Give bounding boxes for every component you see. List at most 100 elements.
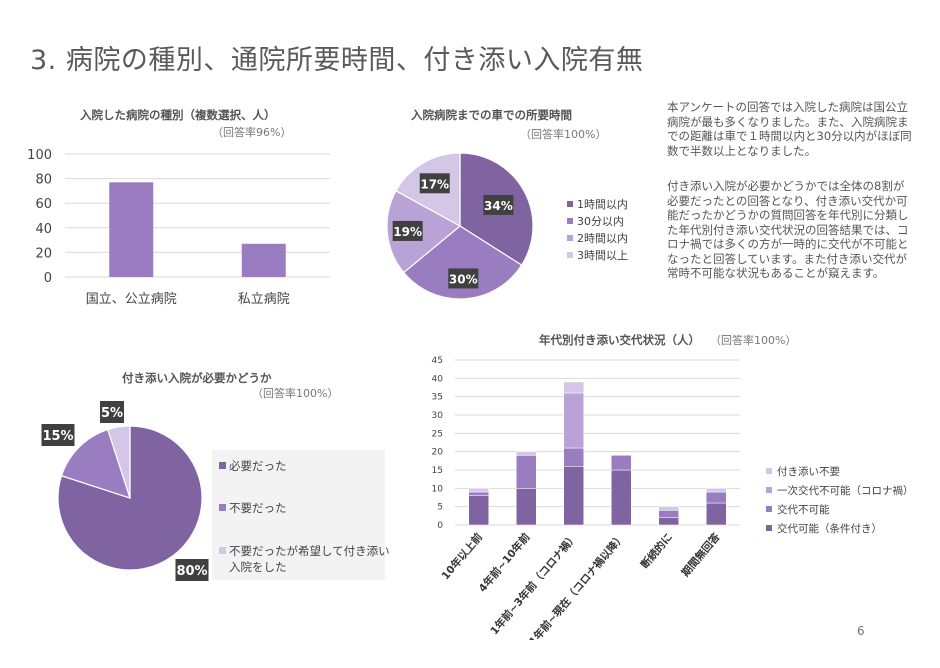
x-category-label: 10年以上前 bbox=[439, 530, 486, 582]
legend-swatch bbox=[766, 487, 772, 493]
legend-label: 不要だった bbox=[229, 501, 287, 515]
y-tick-label: 0 bbox=[44, 271, 52, 286]
x-category-label: 期間無回答 bbox=[679, 530, 723, 579]
x-category-label: 1年前~3年前（コロナ禍） bbox=[488, 531, 581, 638]
stacked-bar-segment bbox=[563, 466, 584, 526]
y-tick-label: 40 bbox=[35, 222, 52, 237]
data-label-box bbox=[392, 220, 423, 241]
bar bbox=[109, 182, 154, 277]
legend-swatch bbox=[766, 525, 772, 531]
data-label-box bbox=[41, 424, 75, 446]
data-label: 5% bbox=[101, 406, 123, 421]
x-category-label: 国立、公立病院 bbox=[86, 292, 177, 307]
legend-swatch bbox=[219, 547, 226, 554]
stacked-bar-segment bbox=[658, 510, 679, 518]
stacked-bar-segment bbox=[706, 502, 727, 526]
data-label-box bbox=[100, 401, 124, 423]
data-label: 30% bbox=[449, 272, 478, 286]
stacked-bar-segment bbox=[658, 506, 679, 511]
stacked-bar-segment bbox=[563, 392, 584, 449]
legend-label: 一次交代不可能（コロナ禍） bbox=[777, 484, 914, 497]
legend-label: 入院をした bbox=[229, 560, 287, 574]
data-label: 17% bbox=[420, 177, 449, 191]
legend-label: 不要だったが希望して付き添い bbox=[229, 544, 390, 558]
y-tick-label: 100 bbox=[27, 148, 52, 163]
y-tick-label: 60 bbox=[35, 197, 52, 212]
y-tick-label: 35 bbox=[432, 393, 443, 403]
y-tick-label: 0 bbox=[437, 521, 443, 531]
legend-label: 交代不可能 bbox=[777, 503, 830, 516]
y-tick-label: 25 bbox=[432, 429, 443, 439]
stacked-bar-segment bbox=[516, 488, 537, 526]
stacked-bar-segment bbox=[611, 469, 632, 526]
y-tick-label: 40 bbox=[432, 374, 444, 384]
stacked-bar-segment bbox=[468, 491, 489, 496]
stacked-bar-segment bbox=[706, 491, 727, 504]
chart2-subtitle: （回答率100%） bbox=[520, 128, 607, 141]
x-category-label: 1年前~現在（コロナ禍以降） bbox=[526, 531, 627, 640]
pie-slice bbox=[57, 425, 203, 571]
legend-label: 30分以内 bbox=[577, 214, 624, 228]
stacked-bar-segment bbox=[706, 488, 727, 493]
pie-slice bbox=[106, 425, 131, 499]
stacked-bar-segment bbox=[563, 447, 584, 467]
description-paragraph-2: 付き添い入院が必要かどうかでは全体の8割が必要だったとの回答となり、付き添い交代… bbox=[667, 179, 909, 280]
stacked-bar-segment bbox=[468, 488, 489, 493]
legend-swatch bbox=[567, 218, 573, 224]
legend-label: 1時間以内 bbox=[577, 197, 628, 211]
y-tick-label: 30 bbox=[432, 411, 444, 421]
stacked-bar-segment bbox=[563, 381, 584, 394]
data-label: 34% bbox=[484, 199, 513, 213]
legend-label: 交代可能（条件付き） bbox=[777, 522, 882, 535]
legend-swatch bbox=[766, 468, 772, 474]
bar bbox=[241, 243, 286, 277]
legend-swatch bbox=[219, 504, 226, 511]
y-tick-label: 45 bbox=[432, 356, 443, 366]
pie-slice bbox=[386, 190, 462, 274]
page-number: 6 bbox=[857, 624, 865, 638]
data-label-box bbox=[175, 559, 209, 581]
legend-swatch bbox=[219, 462, 226, 469]
y-tick-label: 80 bbox=[35, 173, 52, 188]
x-category-label: 4年前~10年前 bbox=[476, 530, 533, 594]
chart4-title: 年代別付き添い交代状況（人） bbox=[539, 333, 700, 347]
data-label-box bbox=[419, 173, 450, 194]
stacked-bar-segment bbox=[516, 455, 537, 489]
y-tick-label: 15 bbox=[432, 466, 443, 476]
chart3-title: 付き添い入院が必要かどうか bbox=[122, 371, 272, 385]
data-label: 15% bbox=[42, 429, 73, 444]
y-tick-label: 5 bbox=[437, 503, 443, 513]
travel-time-pie-chart: 34% 30% 19% 17% 1時間以内 30分以内 2時間以内 3時間以上 bbox=[386, 152, 628, 300]
legend-swatch bbox=[567, 235, 573, 241]
data-label: 19% bbox=[393, 225, 422, 239]
y-tick-label: 10 bbox=[432, 484, 444, 494]
x-category-label: 私立病院 bbox=[238, 292, 290, 307]
hospital-type-bar-chart: 0 20 40 60 80 100 国立、公立病院 私立病院 bbox=[27, 148, 330, 307]
shift-status-stacked-bar-chart: 0 5 10 15 20 25 30 35 40 45 10年以上前4年前~10年前1年前~3年前（… bbox=[432, 356, 914, 640]
data-label-box bbox=[448, 268, 479, 289]
pie-slice bbox=[402, 225, 523, 300]
legend-swatch bbox=[567, 201, 573, 207]
x-category-label: 断続的に bbox=[638, 531, 675, 572]
legend-label: 2時間以内 bbox=[577, 231, 628, 245]
page-title: 3. 病院の種別、通院所要時間、付き添い入院有無 bbox=[30, 45, 644, 76]
chart1-title: 入院した病院の種別（複数選択、人） bbox=[80, 108, 276, 122]
legend-label: 3時間以上 bbox=[577, 249, 628, 262]
data-label: 80% bbox=[176, 564, 207, 579]
chart1-subtitle: （回答率96%） bbox=[212, 126, 292, 139]
stacked-bar-segment bbox=[611, 455, 632, 471]
chart3-subtitle: （回答率100%） bbox=[252, 387, 339, 400]
legend-label: 付き添い不要 bbox=[777, 465, 840, 478]
legend-label: 必要だった bbox=[229, 459, 287, 473]
y-tick-label: 20 bbox=[35, 246, 52, 261]
stacked-bar-segment bbox=[468, 495, 489, 526]
legend-swatch bbox=[766, 506, 772, 512]
chart4-subtitle: （回答率100%） bbox=[710, 334, 797, 347]
legend-background bbox=[212, 450, 385, 580]
legend-swatch bbox=[567, 252, 573, 258]
stacked-bar-segment bbox=[516, 451, 537, 456]
y-tick-label: 20 bbox=[432, 448, 444, 458]
chart2-title: 入院病院までの車での所要時間 bbox=[411, 108, 572, 122]
description-paragraph-1: 本アンケートの回答では入院した病院は国公立病院が最も多くなりました。また、入院病… bbox=[667, 100, 912, 158]
